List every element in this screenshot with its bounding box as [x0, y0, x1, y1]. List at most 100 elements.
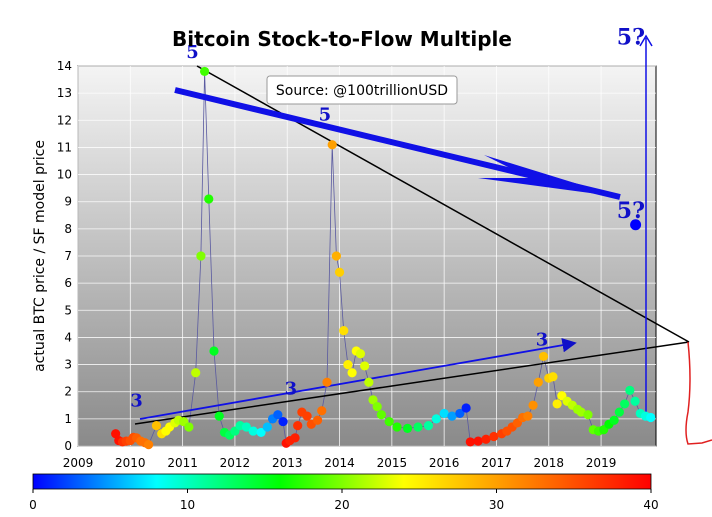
data-point	[402, 423, 413, 433]
colorbar	[32, 473, 652, 490]
data-point	[290, 433, 300, 443]
data-point	[191, 368, 201, 378]
data-point	[646, 412, 656, 423]
x-tick-label: 2009	[63, 456, 94, 470]
data-point	[552, 399, 562, 409]
data-point	[199, 66, 210, 77]
data-point	[439, 408, 449, 419]
y-axis-label: actual BTC price / SF model price	[32, 140, 48, 372]
source-box	[266, 75, 458, 105]
colorbar-tick-label: 30	[489, 498, 504, 512]
colorbar-tick-label: 0	[29, 498, 37, 512]
x-tick-label: 2010	[115, 456, 146, 470]
data-point	[347, 368, 357, 378]
data-point	[151, 421, 162, 431]
x-tick-label: 2018	[533, 456, 564, 470]
x-tick-label: 2014	[324, 456, 355, 470]
data-point	[196, 251, 206, 261]
data-point	[465, 437, 475, 447]
y-tick-label: 3	[64, 358, 72, 372]
chart-title: Bitcoin Stock-to-Flow Multiple	[172, 27, 512, 51]
data-point	[364, 377, 374, 387]
data-point	[423, 421, 434, 431]
data-point	[241, 422, 252, 432]
colorbar-ticks: 0 10 20 30 40	[29, 489, 659, 512]
data-point	[447, 411, 457, 421]
source-label: Source: @100trillionUSD	[276, 83, 448, 99]
data-point	[528, 400, 538, 410]
cycle-annotation: 3	[130, 391, 143, 412]
blue-uptrend-arrow	[139, 338, 577, 420]
data-point	[331, 251, 341, 261]
data-point	[343, 359, 353, 370]
cycle-annotation: 3	[536, 330, 549, 351]
y-tick-label: 4	[64, 330, 72, 344]
cycle-annotation: 5	[186, 42, 199, 63]
data-point	[620, 399, 630, 409]
x-axis-ticks: 2009 2010 2011 2012 2013 2014 2015 2016 2017 2018…	[63, 456, 617, 470]
x-tick-label: 2013	[272, 456, 303, 470]
data-point	[248, 426, 258, 436]
data-point	[372, 402, 382, 412]
x-tick-label: 2019	[586, 456, 617, 470]
y-tick-label: 0	[64, 439, 72, 453]
y-tick-label: 9	[64, 195, 72, 209]
data-point	[625, 385, 635, 395]
data-point	[184, 422, 194, 432]
cycle-annotation: 5?	[617, 24, 645, 50]
cycle-annotation: 5?	[617, 198, 645, 224]
data-point	[334, 267, 345, 277]
data-point	[209, 346, 219, 356]
data-point	[609, 415, 619, 425]
x-tick-label: 2011	[167, 456, 198, 470]
projection-curve	[685, 341, 712, 445]
colorbar-tick-label: 40	[643, 498, 658, 512]
y-tick-label: 14	[57, 59, 72, 73]
data-point	[204, 194, 214, 204]
data-point	[317, 406, 327, 416]
data-point	[278, 416, 288, 427]
data-point	[256, 427, 266, 438]
data-point	[538, 351, 549, 362]
data-point	[273, 410, 283, 420]
data-point	[614, 407, 624, 417]
data-point	[392, 422, 402, 432]
data-point	[473, 436, 483, 446]
data-point	[630, 219, 642, 231]
y-tick-label: 7	[64, 249, 72, 263]
y-tick-label: 5	[64, 303, 72, 317]
trend-line-from-2010	[134, 341, 690, 425]
data-point	[339, 326, 349, 336]
data-point	[312, 415, 323, 425]
x-tick-label: 2015	[377, 456, 408, 470]
data-point	[384, 416, 394, 427]
y-tick-label: 10	[57, 168, 72, 182]
data-point	[327, 140, 337, 150]
vertical-projection-arrowhead	[639, 34, 653, 47]
data-point	[262, 422, 272, 432]
data-point	[583, 410, 593, 420]
colorbar-tick-label: 10	[180, 498, 195, 512]
y-tick-label: 1	[64, 412, 72, 426]
data-point	[630, 396, 640, 406]
x-tick-label: 2012	[220, 456, 251, 470]
data-point	[144, 440, 154, 450]
data-point	[302, 411, 312, 421]
data-point	[523, 411, 533, 421]
data-point	[431, 414, 441, 424]
y-tick-label: 6	[64, 276, 72, 290]
data-point	[455, 408, 465, 419]
data-point	[368, 395, 378, 405]
data-point	[355, 349, 366, 359]
data-point	[214, 411, 224, 421]
data-points	[111, 66, 656, 450]
annotations: 5 5 5? 5? 3 3 3	[130, 24, 645, 411]
x-tick-label: 2017	[481, 456, 512, 470]
cycle-annotation: 3	[285, 378, 298, 399]
y-tick-label: 8	[64, 222, 72, 236]
cycle-annotation: 5	[319, 104, 332, 125]
blue-downtrend-arrowhead	[478, 155, 620, 197]
data-point	[360, 361, 370, 371]
data-point	[293, 421, 303, 431]
